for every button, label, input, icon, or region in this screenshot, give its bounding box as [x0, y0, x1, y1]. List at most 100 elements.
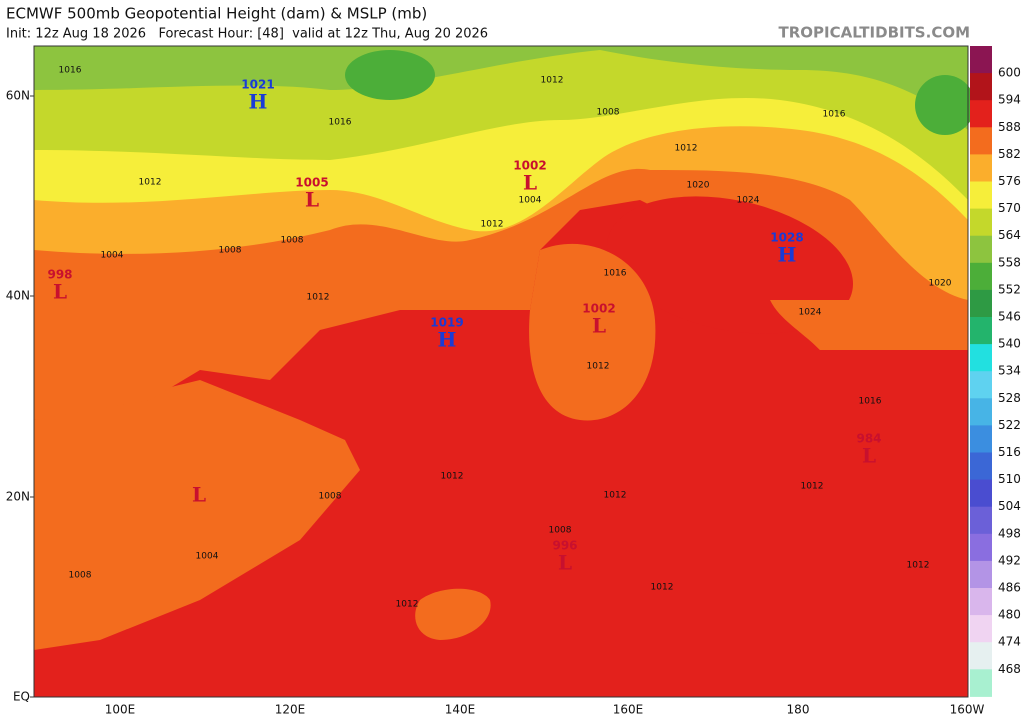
colorbar-segment [970, 181, 992, 210]
colorbar-segment [970, 479, 992, 508]
isobar-label: 1012 [801, 482, 824, 492]
isobar-label: 1012 [587, 362, 610, 372]
colorbar-label: 564 [998, 228, 1021, 242]
colorbar-segment [970, 344, 992, 372]
colorbar-segment [970, 208, 992, 237]
isobar-label: 1012 [651, 583, 674, 593]
colorbar-label: 474 [998, 635, 1021, 649]
colorbar-label: 600 [998, 66, 1021, 80]
center-value: 998 [47, 268, 72, 282]
lat-label: EQ [13, 690, 30, 704]
center-value: 996 [552, 539, 577, 553]
colorbar-segment [970, 262, 992, 291]
colorbar-segment [970, 398, 992, 426]
lat-label: 60N [6, 89, 30, 103]
isobar-label: 1004 [196, 552, 219, 562]
isobar-label: 1008 [319, 492, 342, 502]
colorbar-label: 576 [998, 174, 1021, 188]
isobar-label: 1016 [604, 269, 627, 279]
colorbar-label: 534 [998, 364, 1021, 378]
isobar-label: 1008 [69, 571, 92, 581]
colorbar-segment [970, 425, 992, 453]
lon-label: 180 [787, 703, 810, 717]
colorbar-segment [970, 452, 992, 481]
colorbar-label: 480 [998, 608, 1021, 622]
pressure-center: L [53, 280, 67, 304]
isobar-label: 1020 [687, 181, 710, 191]
colorbar-label: 510 [998, 472, 1021, 486]
lon-label: 160W [950, 703, 985, 717]
pressure-center: L [592, 314, 606, 338]
isobar-label: 1012 [481, 220, 504, 230]
isobar-label: 1016 [823, 110, 846, 120]
center-value: 984 [856, 432, 881, 446]
center-value: 1019 [430, 316, 463, 330]
colorbar-label: 528 [998, 391, 1021, 405]
colorbar-label: 498 [998, 526, 1021, 540]
pressure-center: H [438, 328, 457, 352]
center-value: 1028 [770, 231, 803, 245]
isobar-label: 1012 [396, 600, 419, 610]
colorbar-label: 552 [998, 282, 1021, 296]
colorbar-segment [970, 100, 992, 128]
pressure-center: L [192, 483, 206, 507]
isobar-label: 1004 [101, 251, 124, 261]
colorbar-segment [970, 46, 992, 74]
pressure-center: H [249, 90, 268, 114]
colorbar-label: 546 [998, 310, 1021, 324]
isobar-label: 1008 [281, 236, 304, 246]
pressure-center: H [778, 243, 797, 267]
map-fill [34, 46, 975, 697]
pressure-center: L [305, 188, 319, 212]
isobar-label: 1012 [675, 144, 698, 154]
lon-label: 160E [613, 703, 644, 717]
colorbar-segment [970, 506, 992, 535]
title: ECMWF 500mb Geopotential Height (dam) & … [6, 5, 427, 23]
isobar-label: 1004 [519, 196, 542, 206]
colorbar-segment [970, 560, 992, 589]
colorbar-label: 516 [998, 445, 1021, 459]
pressure-center: L [862, 444, 876, 468]
colorbar-segment [970, 317, 992, 345]
colorbar-label: 468 [998, 662, 1021, 676]
lon-label: 100E [105, 703, 136, 717]
center-value: 1002 [582, 302, 615, 316]
colorbar-segment [970, 642, 992, 670]
isobar-label: 1008 [219, 246, 242, 256]
isobar-label: 1016 [59, 66, 82, 76]
isobar-label: 1012 [139, 178, 162, 188]
pressure-center: L [523, 171, 537, 195]
colorbar-label: 570 [998, 201, 1021, 215]
center-value: 1005 [295, 176, 328, 190]
colorbar-label: 522 [998, 418, 1021, 432]
center-value: 1021 [241, 78, 274, 92]
isobar-label: 1012 [604, 491, 627, 501]
pressure-center: L [558, 551, 572, 575]
colorbar-label: 594 [998, 93, 1021, 107]
isobar-label: 1008 [549, 526, 572, 536]
site-name: TROPICALTIDBITS.COM [779, 24, 971, 42]
colorbar-segment [970, 533, 992, 562]
lat-label: 20N [6, 490, 30, 504]
colorbar-label: 540 [998, 337, 1021, 351]
colorbar-segment [970, 235, 992, 264]
lat-label: 40N [6, 289, 30, 303]
colorbar-label: 558 [998, 255, 1021, 269]
colorbar-segment [970, 73, 992, 101]
colorbar-label: 504 [998, 499, 1021, 513]
colorbar-segment [970, 127, 992, 155]
isobar-label: 1012 [307, 293, 330, 303]
colorbar-label: 492 [998, 553, 1021, 567]
subtitle: Init: 12z Aug 18 2026 Forecast Hour: [48… [6, 27, 488, 42]
isobar-label: 1020 [929, 279, 952, 289]
colorbar-segment [970, 588, 992, 616]
colorbar-segment [970, 154, 992, 182]
isobar-label: 1016 [329, 118, 352, 128]
colorbar-segment [970, 615, 992, 643]
isobar-label: 1012 [441, 472, 464, 482]
colorbar-segment [970, 289, 992, 318]
lon-label: 140E [445, 703, 476, 717]
isobar-label: 1012 [907, 561, 930, 571]
isobar-label: 1024 [799, 308, 822, 318]
